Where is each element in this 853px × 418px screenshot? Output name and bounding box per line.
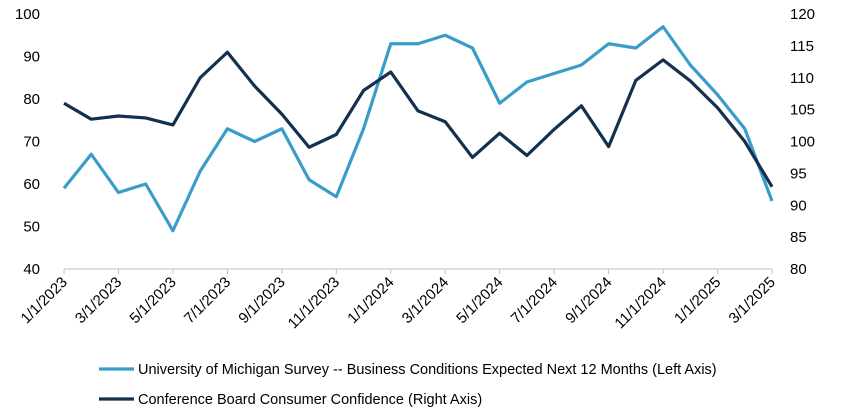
left-tick-label: 80: [23, 91, 40, 108]
left-tick-label: 100: [15, 6, 40, 23]
x-tick-label: 11/1/2023: [285, 274, 343, 332]
right-tick-label: 115: [790, 38, 814, 55]
x-tick-label: 3/1/2025: [726, 274, 779, 327]
legend-label-2: Conference Board Consumer Confidence (Ri…: [138, 392, 482, 408]
series-line-2: [63, 50, 774, 188]
series-lines: [62, 25, 774, 233]
left-tick-label: 60: [23, 176, 40, 193]
x-tick-label: 1/1/2025: [671, 274, 724, 327]
x-tick-label: 5/1/2023: [126, 274, 179, 327]
x-tick-label: 9/1/2024: [562, 274, 615, 327]
x-tick-label: 1/1/2024: [344, 274, 397, 327]
x-tick-labels: 1/1/2023 3/1/2023 5/1/2023 7/1/2023 9/1/2023…: [18, 274, 779, 332]
right-tick-label: 105: [790, 102, 815, 119]
legend: University of Michigan Survey -- Busines…: [99, 362, 717, 408]
x-tick-label: 7/1/2023: [181, 274, 234, 327]
left-tick-label: 90: [23, 49, 40, 66]
right-tick-label: 90: [790, 197, 807, 214]
x-tick-label: 9/1/2023: [235, 274, 288, 327]
right-tick-label: 95: [790, 165, 807, 182]
left-tick-label: 50: [23, 219, 40, 236]
legend-label-1: University of Michigan Survey -- Busines…: [138, 362, 717, 378]
left-axis: 40 50 60 70 80 90 100: [15, 6, 40, 278]
x-tick-label: 1/1/2023: [18, 274, 71, 327]
x-axis: [63, 268, 773, 274]
left-tick-label: 40: [23, 261, 40, 278]
right-tick-label: 120: [790, 6, 815, 23]
x-tick-label: 3/1/2024: [399, 274, 452, 327]
right-tick-label: 100: [790, 134, 815, 151]
x-tick-label: 5/1/2024: [453, 274, 506, 327]
x-tick-label: 11/1/2024: [611, 274, 669, 332]
right-axis: 80 85 90 95 100 105 110 115 120: [790, 6, 815, 278]
right-tick-label: 110: [790, 70, 814, 87]
left-tick-label: 70: [23, 134, 40, 151]
right-tick-label: 80: [790, 261, 807, 278]
x-tick-label: 7/1/2024: [508, 274, 561, 327]
series-line-1: [62, 25, 774, 233]
right-tick-label: 85: [790, 229, 807, 246]
x-tick-label: 3/1/2023: [72, 274, 125, 327]
